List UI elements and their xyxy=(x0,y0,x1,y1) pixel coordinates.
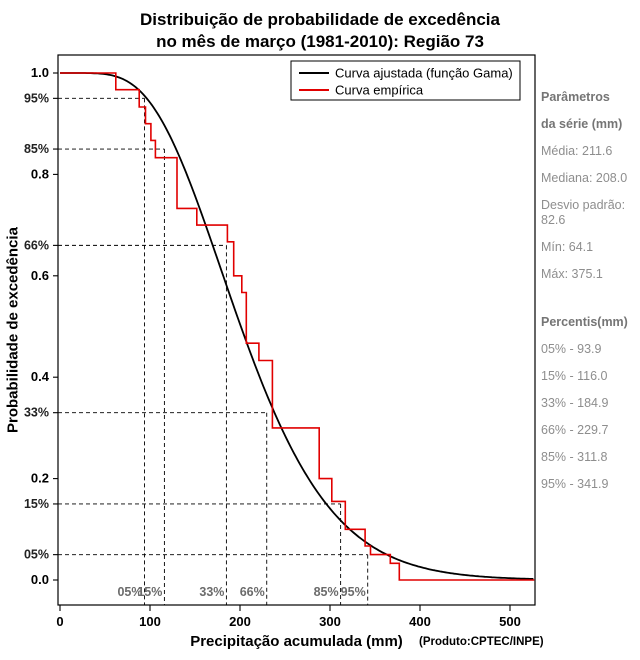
source-note: (Produto:CPTEC/INPE) xyxy=(419,636,544,648)
x-tick-label: 100 xyxy=(139,614,161,629)
chart-title: Distribuição de probabilidade de excedên… xyxy=(0,9,640,53)
params-header-line1: Parâmetros xyxy=(541,90,610,104)
percentil-row-85: 85% - 311.8 xyxy=(541,450,608,464)
y-axis-percent-label: 15% xyxy=(24,497,49,511)
x-percent-label: 15% xyxy=(137,585,162,599)
y-tick-label: 0.0 xyxy=(31,572,49,587)
chart-title-line1: Distribuição de probabilidade de excedên… xyxy=(140,10,500,29)
y-axis-percent-label: 33% xyxy=(24,406,49,420)
y-tick-label: 0.2 xyxy=(31,471,49,486)
y-tick-label: 0.6 xyxy=(31,268,49,283)
stat-desvio: Desvio padrão: 82.6 xyxy=(541,198,626,227)
y-tick-label: 1.0 xyxy=(31,65,49,80)
percentil-row-33: 33% - 184.9 xyxy=(541,396,609,410)
stat-max: Máx: 375.1 xyxy=(541,267,603,281)
x-percent-label: 85% xyxy=(314,585,339,599)
legend-label-0: Curva ajustada (função Gama) xyxy=(335,66,513,81)
x-tick-label: 200 xyxy=(229,614,251,629)
y-axis-percent-label: 85% xyxy=(24,142,49,156)
y-tick-label: 0.4 xyxy=(31,369,50,384)
x-percent-label: 95% xyxy=(341,585,366,599)
percentil-row-95: 95% - 341.9 xyxy=(541,477,609,491)
stat-mediana: Mediana: 208.0 xyxy=(541,171,628,185)
empirical-curve xyxy=(60,72,535,581)
chart-title-line2: no mês de março (1981-2010): Região 73 xyxy=(156,32,484,51)
percentil-row-05: 05% - 93.9 xyxy=(541,342,602,356)
stat-media: Média: 211.6 xyxy=(541,144,613,158)
x-axis-title: Precipitação acumulada (mm) xyxy=(190,633,403,650)
legend-box xyxy=(290,60,521,101)
x-tick-label: 400 xyxy=(409,614,431,629)
series-stats-panel: Parâmetros da série (mm) Média: 211.6 Me… xyxy=(541,90,638,504)
x-percent-label: 33% xyxy=(199,585,224,599)
plot-box xyxy=(57,54,536,606)
y-axis-percent-label: 95% xyxy=(24,91,49,105)
x-tick-label: 0 xyxy=(56,614,63,629)
y-axis-percent-label: 66% xyxy=(24,238,49,252)
x-tick-label: 300 xyxy=(319,614,341,629)
legend-label-1: Curva empírica xyxy=(335,83,424,98)
stat-min: Mín: 64.1 xyxy=(541,240,594,254)
y-tick-label: 0.8 xyxy=(31,166,49,181)
percentis-header: Percentis(mm) xyxy=(541,315,628,329)
x-percent-label: 05% xyxy=(117,585,142,599)
x-tick-label: 500 xyxy=(499,614,521,629)
percentil-row-15: 15% - 116.0 xyxy=(541,369,608,383)
params-header-line2: da série (mm) xyxy=(541,117,623,131)
x-percent-label: 66% xyxy=(240,585,265,599)
y-axis-percent-label: 05% xyxy=(24,548,49,562)
percentil-row-66: 66% - 229.7 xyxy=(541,423,609,437)
